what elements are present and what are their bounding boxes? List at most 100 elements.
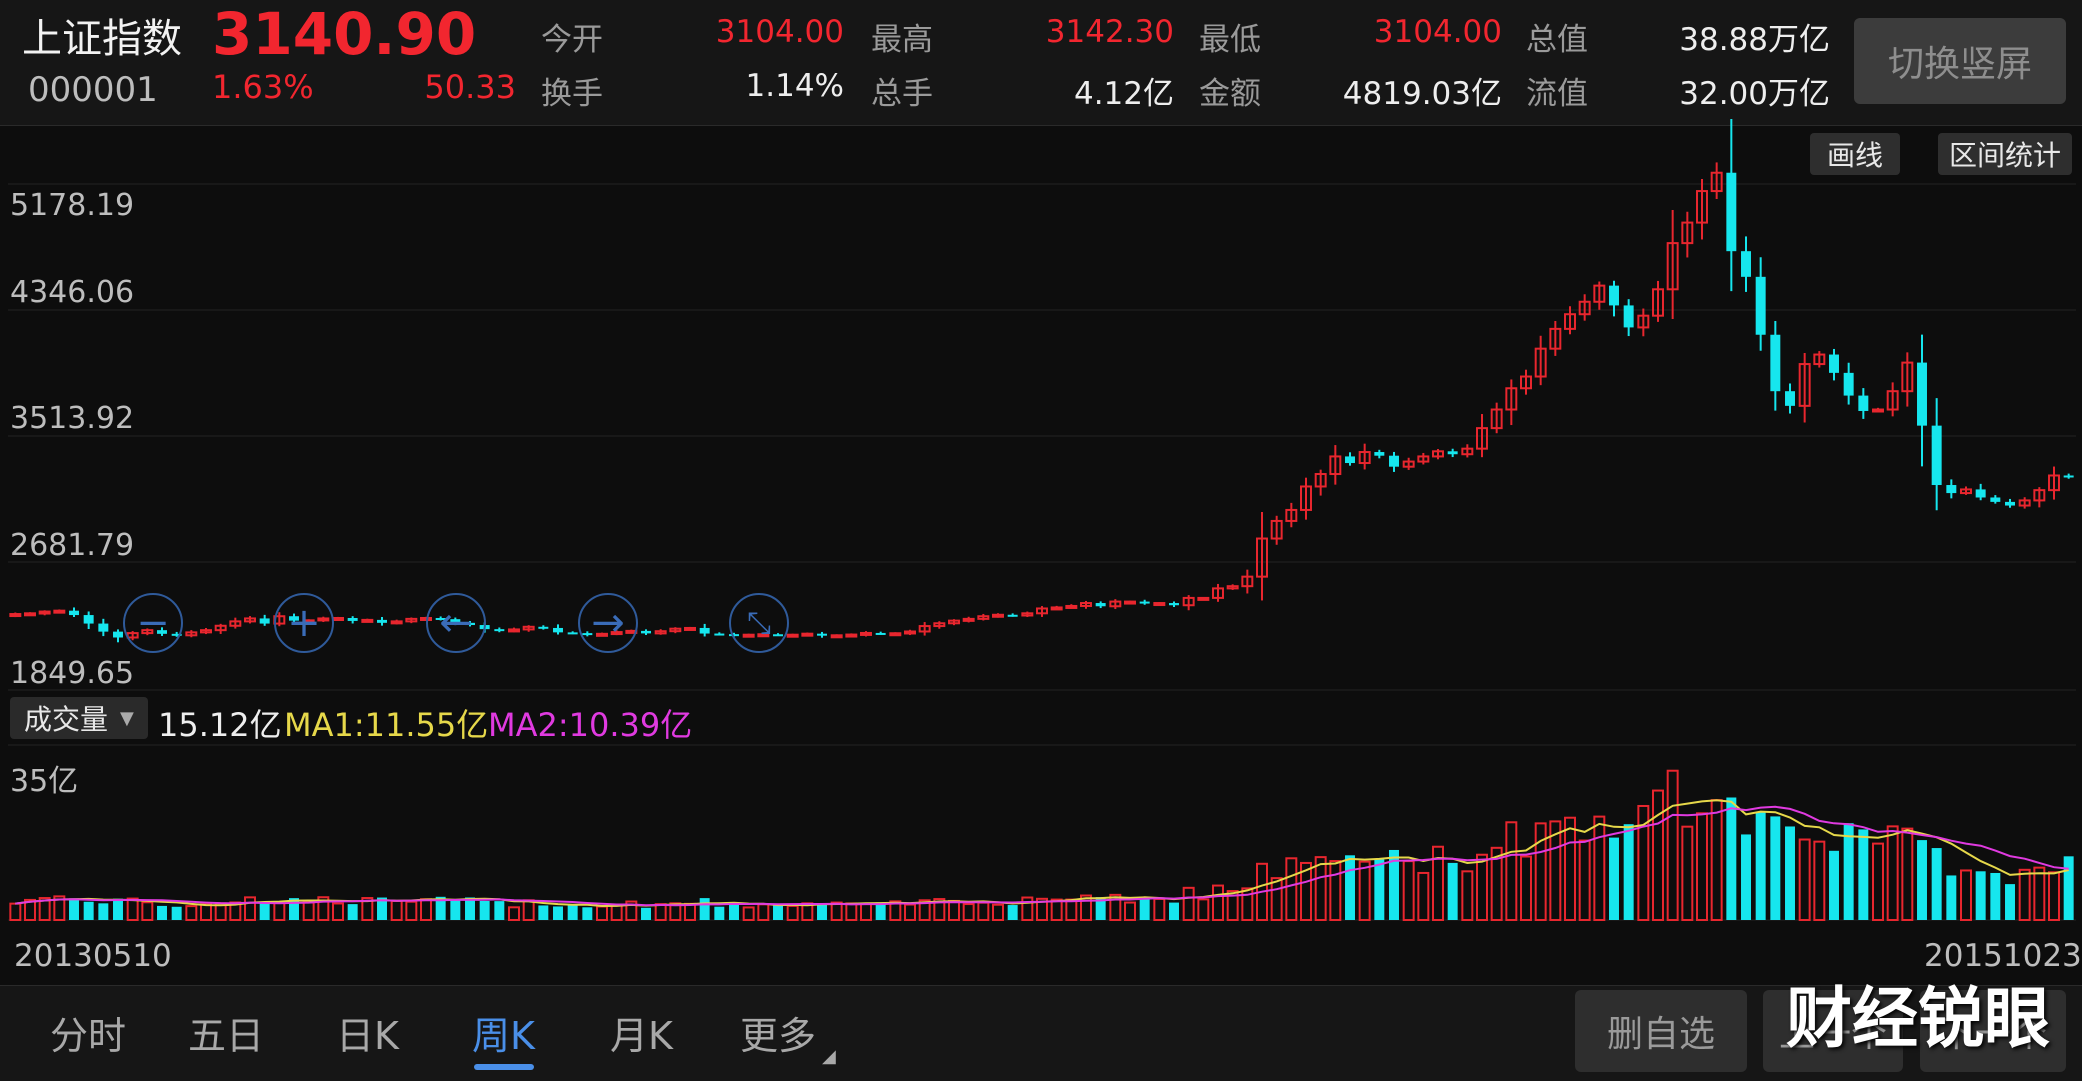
- volume-bar-down: [567, 904, 578, 920]
- candle-body-up: [1637, 314, 1650, 329]
- volume-bar-up: [1329, 860, 1342, 922]
- delete-watchlist-button[interactable]: 删自选: [1575, 990, 1747, 1072]
- volume-bar-up: [1417, 871, 1430, 922]
- float-value: 32.00万亿: [1679, 76, 1830, 112]
- switch-portrait-button[interactable]: 切换竖屏: [1854, 18, 2066, 104]
- candle-body-up: [405, 617, 418, 623]
- candle-body-down: [1345, 456, 1355, 464]
- arrow-left-icon[interactable]: ←: [426, 593, 486, 653]
- volume-bar-up: [1109, 893, 1122, 921]
- current-price: 3140.90: [212, 0, 477, 68]
- candle-body-down: [1139, 601, 1150, 604]
- compress-icon[interactable]: ⤡: [729, 593, 789, 653]
- candle-body-down: [1843, 372, 1854, 396]
- previous-button[interactable]: 上一个: [1763, 990, 1903, 1072]
- candle-body-down: [875, 632, 886, 635]
- indicator-dropdown[interactable]: 成交量 ▼: [10, 697, 148, 739]
- candle-body-up: [1886, 390, 1899, 411]
- volume-bar-up: [654, 903, 667, 921]
- change-percent: 1.63%: [212, 68, 314, 106]
- volume-bar-up: [302, 901, 315, 921]
- volume-bar-down: [1755, 812, 1766, 920]
- draw-line-button[interactable]: 画线: [1810, 133, 1900, 175]
- volume-bar-up: [625, 900, 638, 922]
- candle-body-up: [522, 625, 535, 631]
- candle-body-up: [889, 632, 902, 637]
- low-label: 最低: [1199, 22, 1261, 58]
- indicator-dropdown-label: 成交量: [24, 703, 109, 736]
- candle-body-down: [1169, 603, 1179, 606]
- volume-bar-up: [1050, 898, 1063, 921]
- candle-body-down: [1623, 305, 1634, 328]
- candle-body-up: [1212, 587, 1224, 599]
- candle-body-up: [1490, 408, 1503, 430]
- volume-bar-down: [1389, 849, 1399, 920]
- tab-daily-k[interactable]: 日K: [336, 1014, 399, 1058]
- candle-body-up: [1050, 606, 1063, 611]
- candle-body-up: [962, 617, 975, 622]
- quote-header: [0, 0, 2082, 126]
- volume-bar-down: [1345, 855, 1355, 920]
- volume-bar-up: [24, 898, 36, 921]
- candle-body-down: [259, 618, 270, 624]
- volume-bar-up: [1124, 901, 1136, 922]
- y-tick-label: 3513.92: [10, 401, 135, 436]
- x-start-date: 20130510: [14, 938, 172, 974]
- tab-weekly-k[interactable]: 周K: [472, 1014, 535, 1058]
- volume-bar-down: [1007, 905, 1018, 920]
- candle-body-down: [1785, 391, 1795, 406]
- volume-bar-up: [1696, 812, 1708, 922]
- volume-bar-down: [157, 905, 167, 920]
- volume-bar-up: [38, 897, 51, 922]
- zoom-out-icon[interactable]: −: [123, 593, 183, 653]
- candle-body-up: [1197, 596, 1210, 601]
- volume-bar-up: [1578, 839, 1591, 922]
- volume-bar-down: [773, 904, 783, 920]
- tab-more[interactable]: 更多: [740, 1014, 817, 1058]
- candle-body-up: [1285, 508, 1298, 522]
- candle-body-down: [699, 627, 710, 634]
- volume-bar-up: [1476, 853, 1488, 921]
- volume-bar-up: [1314, 856, 1327, 922]
- candle-body-down: [377, 619, 387, 623]
- candle-body-up: [1578, 300, 1591, 316]
- candle-body-up: [1593, 284, 1606, 303]
- volume-bar-down: [1447, 862, 1458, 920]
- candle-body-up: [845, 633, 858, 638]
- candle-body-down: [2063, 475, 2074, 478]
- volume-bar-up: [420, 898, 432, 921]
- volume-bar-up: [522, 899, 535, 921]
- volume-bar-up: [1226, 890, 1239, 922]
- candle-body-up: [1813, 353, 1826, 366]
- volume-bar-up: [1402, 860, 1415, 921]
- candle-body-up: [1417, 455, 1430, 463]
- volume-bar-down: [538, 905, 549, 920]
- arrow-right-icon[interactable]: →: [578, 593, 638, 653]
- volume-bar-down: [2063, 856, 2074, 920]
- range-stats-button[interactable]: 区间统计: [1938, 133, 2072, 175]
- candle-body-up: [1358, 451, 1371, 465]
- candle-body-up: [654, 630, 667, 635]
- zoom-in-icon[interactable]: +: [274, 593, 334, 653]
- tab-intraday[interactable]: 分时: [50, 1014, 127, 1058]
- tab-monthly-k[interactable]: 月K: [610, 1014, 673, 1058]
- x-end-date: 20151023: [1924, 938, 2082, 974]
- candle-body-down: [1447, 451, 1458, 455]
- candle-body-up: [1798, 363, 1811, 407]
- tab-five-day[interactable]: 五日: [188, 1014, 265, 1058]
- candle-body-up: [1065, 604, 1078, 609]
- volume-bar-up: [1872, 842, 1884, 922]
- index-name: 上证指数: [22, 16, 182, 62]
- candle-body-down: [1770, 334, 1781, 392]
- turnover-value: 1.14%: [745, 68, 844, 104]
- candle-body-down: [1374, 452, 1385, 456]
- volume-bar-down: [479, 900, 490, 920]
- volume-bar-up: [200, 903, 212, 921]
- volume-bar-down: [714, 906, 725, 920]
- y-tick-label: 1849.65: [10, 656, 135, 691]
- candle-body-up: [1241, 575, 1254, 588]
- volume-bar-up: [904, 903, 916, 921]
- candle-body-up: [1549, 327, 1562, 350]
- next-button[interactable]: 下一个: [1920, 990, 2066, 1072]
